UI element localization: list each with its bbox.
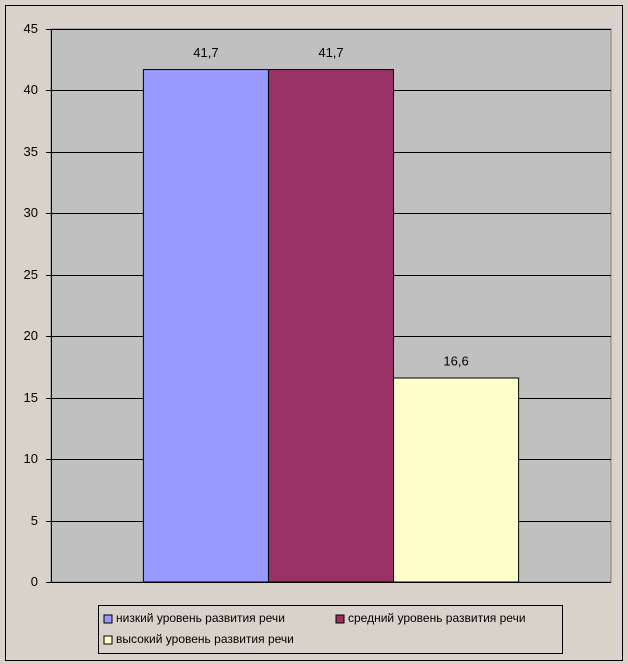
value-label: 41,7	[193, 45, 218, 60]
y-tick-label: 25	[24, 267, 38, 282]
legend-swatch	[335, 614, 345, 624]
legend-swatch	[103, 614, 113, 624]
y-tick-label: 35	[24, 144, 38, 159]
value-label: 16,6	[443, 353, 468, 368]
chart-border	[5, 5, 623, 661]
legend-label: низкий уровень развития речи	[116, 611, 285, 625]
y-tick-label: 20	[24, 328, 38, 343]
y-tick-label: 45	[24, 21, 38, 36]
legend-label: высокий уровень развития речи	[116, 632, 294, 646]
legend-label: средний уровень развития речи	[348, 611, 526, 625]
y-tick-label: 10	[24, 451, 38, 466]
bar	[393, 377, 520, 583]
y-tick-label: 15	[24, 390, 38, 405]
y-tick-label: 30	[24, 205, 38, 220]
legend-box	[98, 605, 563, 654]
value-label: 41,7	[318, 45, 343, 60]
legend-swatch	[103, 635, 113, 645]
y-tick-label: 40	[24, 82, 38, 97]
bar	[142, 69, 269, 583]
bar	[267, 69, 395, 583]
y-tick-label: 0	[31, 574, 38, 589]
y-tick-label: 5	[31, 513, 38, 528]
legend: низкий уровень развития речи средний уров…	[98, 605, 563, 654]
